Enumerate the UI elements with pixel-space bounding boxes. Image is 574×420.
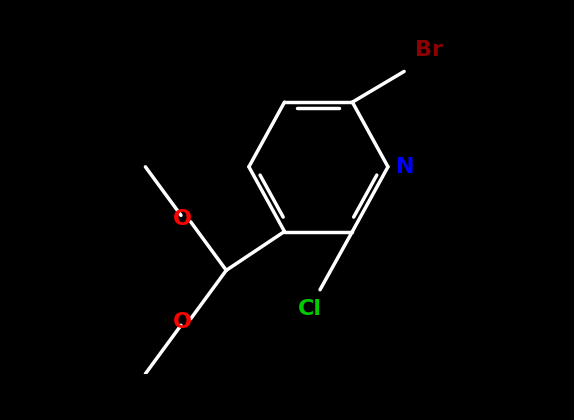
Text: O: O <box>173 209 192 228</box>
Text: Cl: Cl <box>298 299 323 320</box>
Text: Br: Br <box>416 40 444 60</box>
Text: O: O <box>173 312 192 332</box>
Text: N: N <box>396 157 414 177</box>
